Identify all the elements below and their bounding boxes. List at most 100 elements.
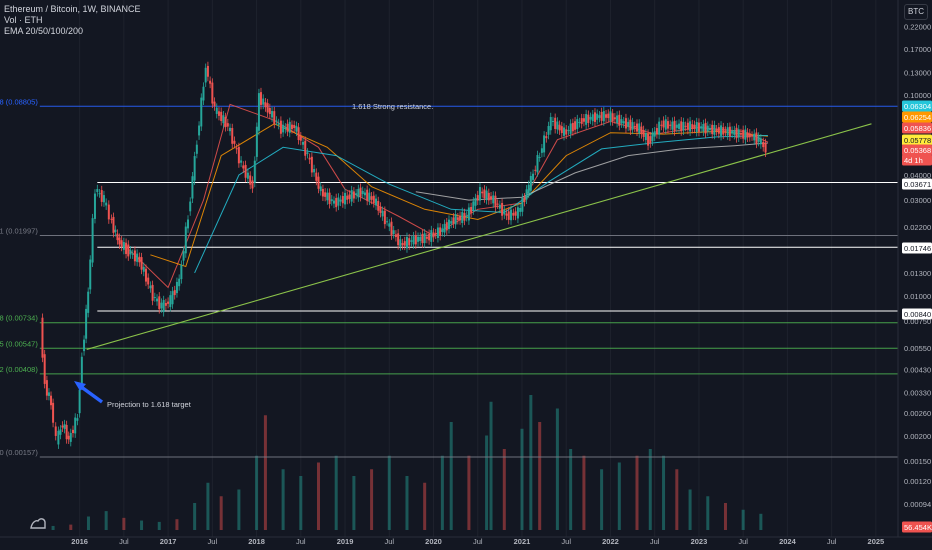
volume-bar — [86, 516, 90, 530]
candle-body — [93, 193, 96, 219]
candle-body — [302, 141, 305, 145]
candle-body — [315, 172, 318, 181]
candle-body — [757, 136, 760, 142]
price-tag — [902, 100, 932, 112]
candle-body — [308, 157, 311, 160]
candle-body — [147, 277, 150, 285]
candle-body — [445, 222, 448, 231]
candle-body — [279, 120, 282, 134]
candle-body — [45, 380, 48, 396]
candle-body — [96, 189, 99, 193]
candle-body — [209, 80, 212, 84]
candle-body — [485, 190, 488, 200]
time-axis-label: Jul — [208, 537, 218, 546]
candle-body — [244, 164, 247, 178]
price-tag — [902, 144, 932, 156]
candle-body — [678, 123, 681, 129]
candle-body — [107, 204, 110, 220]
candle-body — [512, 212, 515, 216]
volume-bar — [370, 469, 374, 530]
candle-body — [282, 124, 285, 133]
candle-body — [686, 122, 689, 130]
price-tag-label: 4d 1h — [904, 156, 923, 165]
candle-body — [543, 135, 546, 153]
currency-button[interactable]: BTC — [904, 4, 928, 20]
candle-body — [397, 233, 400, 246]
candle-body — [164, 302, 167, 306]
candle-body — [144, 268, 147, 282]
price-axis-label: 0.00260 — [904, 409, 931, 418]
candle-body — [193, 156, 196, 181]
candle-body — [346, 195, 349, 200]
candle-body — [158, 296, 161, 310]
candle-body — [304, 140, 307, 156]
volume-bar — [706, 496, 710, 530]
volume-bar — [104, 511, 108, 530]
candle-body — [71, 429, 74, 434]
annotations: 1.618 Strong resistance. Projection to 1.… — [74, 102, 433, 409]
fib-level-label: 0.5 (0.00547) — [0, 339, 38, 348]
candle-body — [383, 210, 386, 225]
candle-body — [240, 160, 243, 163]
price-tag-label: 0.05368 — [904, 146, 931, 155]
candle-body — [640, 126, 643, 135]
price-tag — [902, 178, 932, 190]
candle-body — [359, 187, 362, 197]
candle-body — [755, 132, 758, 144]
candle-body — [271, 111, 274, 118]
time-axis-label: 2022 — [602, 537, 619, 546]
price-axis-label: 0.00150 — [904, 457, 931, 466]
candle-body — [472, 201, 475, 211]
candle-body — [259, 92, 262, 105]
candle-body — [414, 234, 417, 245]
candle-body — [700, 126, 703, 129]
candle-body — [319, 186, 322, 192]
candle-body — [605, 114, 608, 118]
candle-body — [41, 317, 44, 358]
price-axis-label: 0.00430 — [904, 365, 931, 374]
time-axis-label: Jul — [738, 537, 748, 546]
candle-body — [74, 417, 77, 434]
time-axis[interactable]: 2016 Jul 2017 Jul 2018 Jul 2019 Jul 2020 Jul 2021 J… — [0, 536, 932, 546]
volume-bar — [569, 449, 573, 530]
candle-body — [368, 192, 371, 201]
price-tag-label: 0.05778 — [904, 136, 931, 145]
tradingview-logo-icon[interactable] — [28, 512, 48, 532]
candle-body — [684, 125, 687, 127]
candle-body — [629, 119, 632, 131]
candle-body — [662, 120, 665, 128]
ema-indicator-label[interactable]: EMA 20/50/100/200 — [4, 26, 84, 36]
candle-body — [523, 197, 526, 202]
candle-body — [465, 215, 468, 218]
volume-bar — [140, 520, 144, 530]
candle-body — [89, 259, 92, 290]
candle-body — [463, 213, 466, 221]
candle-body — [702, 124, 705, 132]
candle-body — [534, 169, 537, 171]
candle-body — [324, 192, 327, 197]
price-axis-label: 0.00550 — [904, 344, 931, 353]
candle-body — [708, 128, 711, 130]
candle-body — [173, 290, 176, 296]
candle-body — [600, 111, 603, 121]
price-axis-label: 0.00120 — [904, 477, 931, 486]
price-axis[interactable]: 0.220000.170000.130000.100000.076000.040… — [897, 0, 931, 537]
candle-body — [642, 129, 645, 137]
candle-body — [609, 111, 612, 122]
symbol-title[interactable]: Ethereum / Bitcoin, 1W, BINANCE — [4, 4, 141, 14]
candle-body — [275, 120, 278, 122]
candle-body — [131, 253, 134, 255]
candle-body — [255, 126, 258, 157]
volume-bar — [157, 521, 161, 530]
candle-body — [563, 127, 566, 136]
candle-body — [664, 119, 667, 130]
candle-body — [717, 127, 720, 134]
candle-body — [613, 117, 616, 120]
candle-body — [591, 114, 594, 122]
candle-body — [43, 354, 46, 384]
volume-bar — [263, 415, 267, 530]
volume-indicator-label[interactable]: Vol · ETH — [4, 15, 43, 25]
candle-body — [525, 189, 528, 200]
price-tag-label: 0.05836 — [904, 124, 931, 133]
